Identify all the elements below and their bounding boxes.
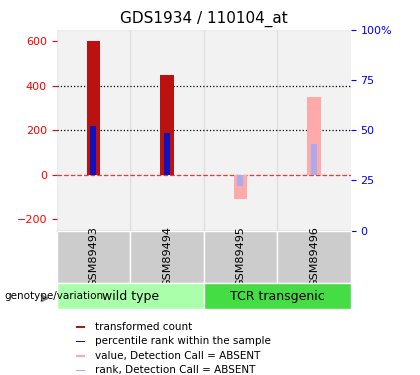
Bar: [164, 132, 170, 175]
Bar: [130, 30, 204, 231]
Text: wild type: wild type: [102, 290, 159, 303]
Bar: [57, 283, 204, 309]
Text: GSM89494: GSM89494: [162, 226, 172, 287]
Text: GSM89493: GSM89493: [89, 226, 98, 287]
Text: rank, Detection Call = ABSENT: rank, Detection Call = ABSENT: [95, 365, 255, 375]
Bar: [90, 126, 97, 175]
Text: genotype/variation: genotype/variation: [4, 291, 103, 301]
Bar: [237, 175, 244, 186]
Bar: [204, 231, 277, 283]
Text: transformed count: transformed count: [95, 322, 192, 332]
Bar: [76, 369, 85, 371]
Title: GDS1934 / 110104_at: GDS1934 / 110104_at: [120, 11, 288, 27]
Bar: [76, 355, 85, 357]
Bar: [87, 41, 100, 175]
Bar: [234, 175, 247, 200]
Text: percentile rank within the sample: percentile rank within the sample: [95, 336, 271, 346]
Bar: [57, 30, 130, 231]
Bar: [57, 231, 130, 283]
Bar: [307, 97, 320, 175]
Bar: [277, 30, 351, 231]
Bar: [204, 30, 277, 231]
Bar: [76, 340, 85, 342]
Text: TCR transgenic: TCR transgenic: [230, 290, 325, 303]
Bar: [76, 326, 85, 328]
Bar: [160, 75, 173, 175]
Bar: [204, 283, 351, 309]
Bar: [130, 231, 204, 283]
Text: GSM89496: GSM89496: [309, 226, 319, 287]
Text: GSM89495: GSM89495: [236, 226, 245, 287]
Text: value, Detection Call = ABSENT: value, Detection Call = ABSENT: [95, 351, 260, 361]
Bar: [311, 144, 317, 175]
Bar: [277, 231, 351, 283]
